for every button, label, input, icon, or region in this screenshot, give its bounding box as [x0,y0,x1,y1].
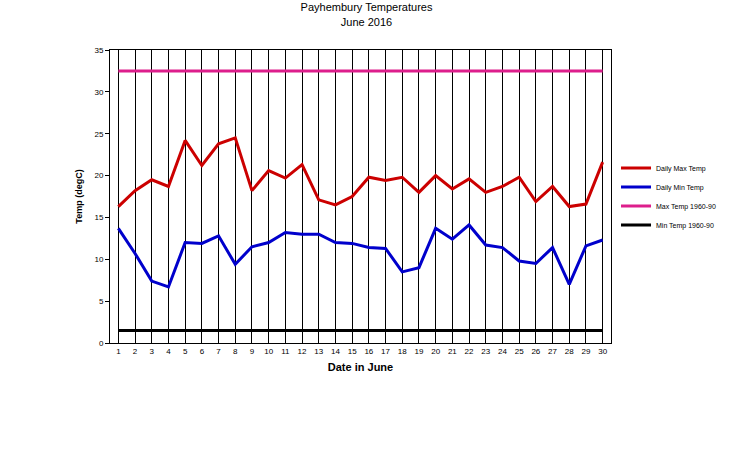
svg-text:14: 14 [331,347,340,356]
svg-text:29: 29 [581,347,590,356]
svg-text:8: 8 [233,347,238,356]
svg-text:Temp (degC): Temp (degC) [74,169,84,223]
svg-text:24: 24 [498,347,507,356]
svg-text:11: 11 [281,347,290,356]
svg-text:30: 30 [94,88,103,97]
svg-text:Payhembury TemperaturesJune 20: Payhembury TemperaturesJune 2016 [301,1,433,27]
svg-text:15: 15 [94,213,103,222]
svg-text:4: 4 [166,347,171,356]
svg-text:5: 5 [99,297,104,306]
svg-text:20: 20 [431,347,440,356]
svg-text:21: 21 [448,347,457,356]
svg-text:25: 25 [515,347,524,356]
svg-text:Min Temp 1960-90: Min Temp 1960-90 [656,222,714,230]
svg-text:Max Temp 1960-90: Max Temp 1960-90 [656,203,716,211]
svg-text:2: 2 [133,347,138,356]
svg-text:12: 12 [298,347,307,356]
svg-text:18: 18 [398,347,407,356]
svg-text:7: 7 [216,347,221,356]
svg-text:1: 1 [116,347,121,356]
svg-text:23: 23 [481,347,490,356]
svg-text:0: 0 [99,339,104,348]
svg-text:19: 19 [414,347,423,356]
svg-text:35: 35 [94,46,103,55]
svg-text:9: 9 [250,347,255,356]
svg-text:5: 5 [183,347,188,356]
svg-text:3: 3 [150,347,155,356]
svg-text:10: 10 [264,347,273,356]
svg-text:27: 27 [548,347,557,356]
svg-text:16: 16 [364,347,373,356]
svg-text:13: 13 [314,347,323,356]
svg-text:10: 10 [94,255,103,264]
svg-text:26: 26 [531,347,540,356]
svg-text:Daily Min Temp: Daily Min Temp [656,184,704,192]
svg-text:15: 15 [348,347,357,356]
svg-text:20: 20 [94,171,103,180]
svg-text:22: 22 [465,347,474,356]
svg-text:30: 30 [598,347,607,356]
svg-text:17: 17 [381,347,390,356]
svg-text:Date in June: Date in June [328,361,393,373]
svg-text:25: 25 [94,130,103,139]
svg-text:6: 6 [200,347,205,356]
svg-text:28: 28 [565,347,574,356]
svg-text:Daily Max Temp: Daily Max Temp [656,165,706,173]
